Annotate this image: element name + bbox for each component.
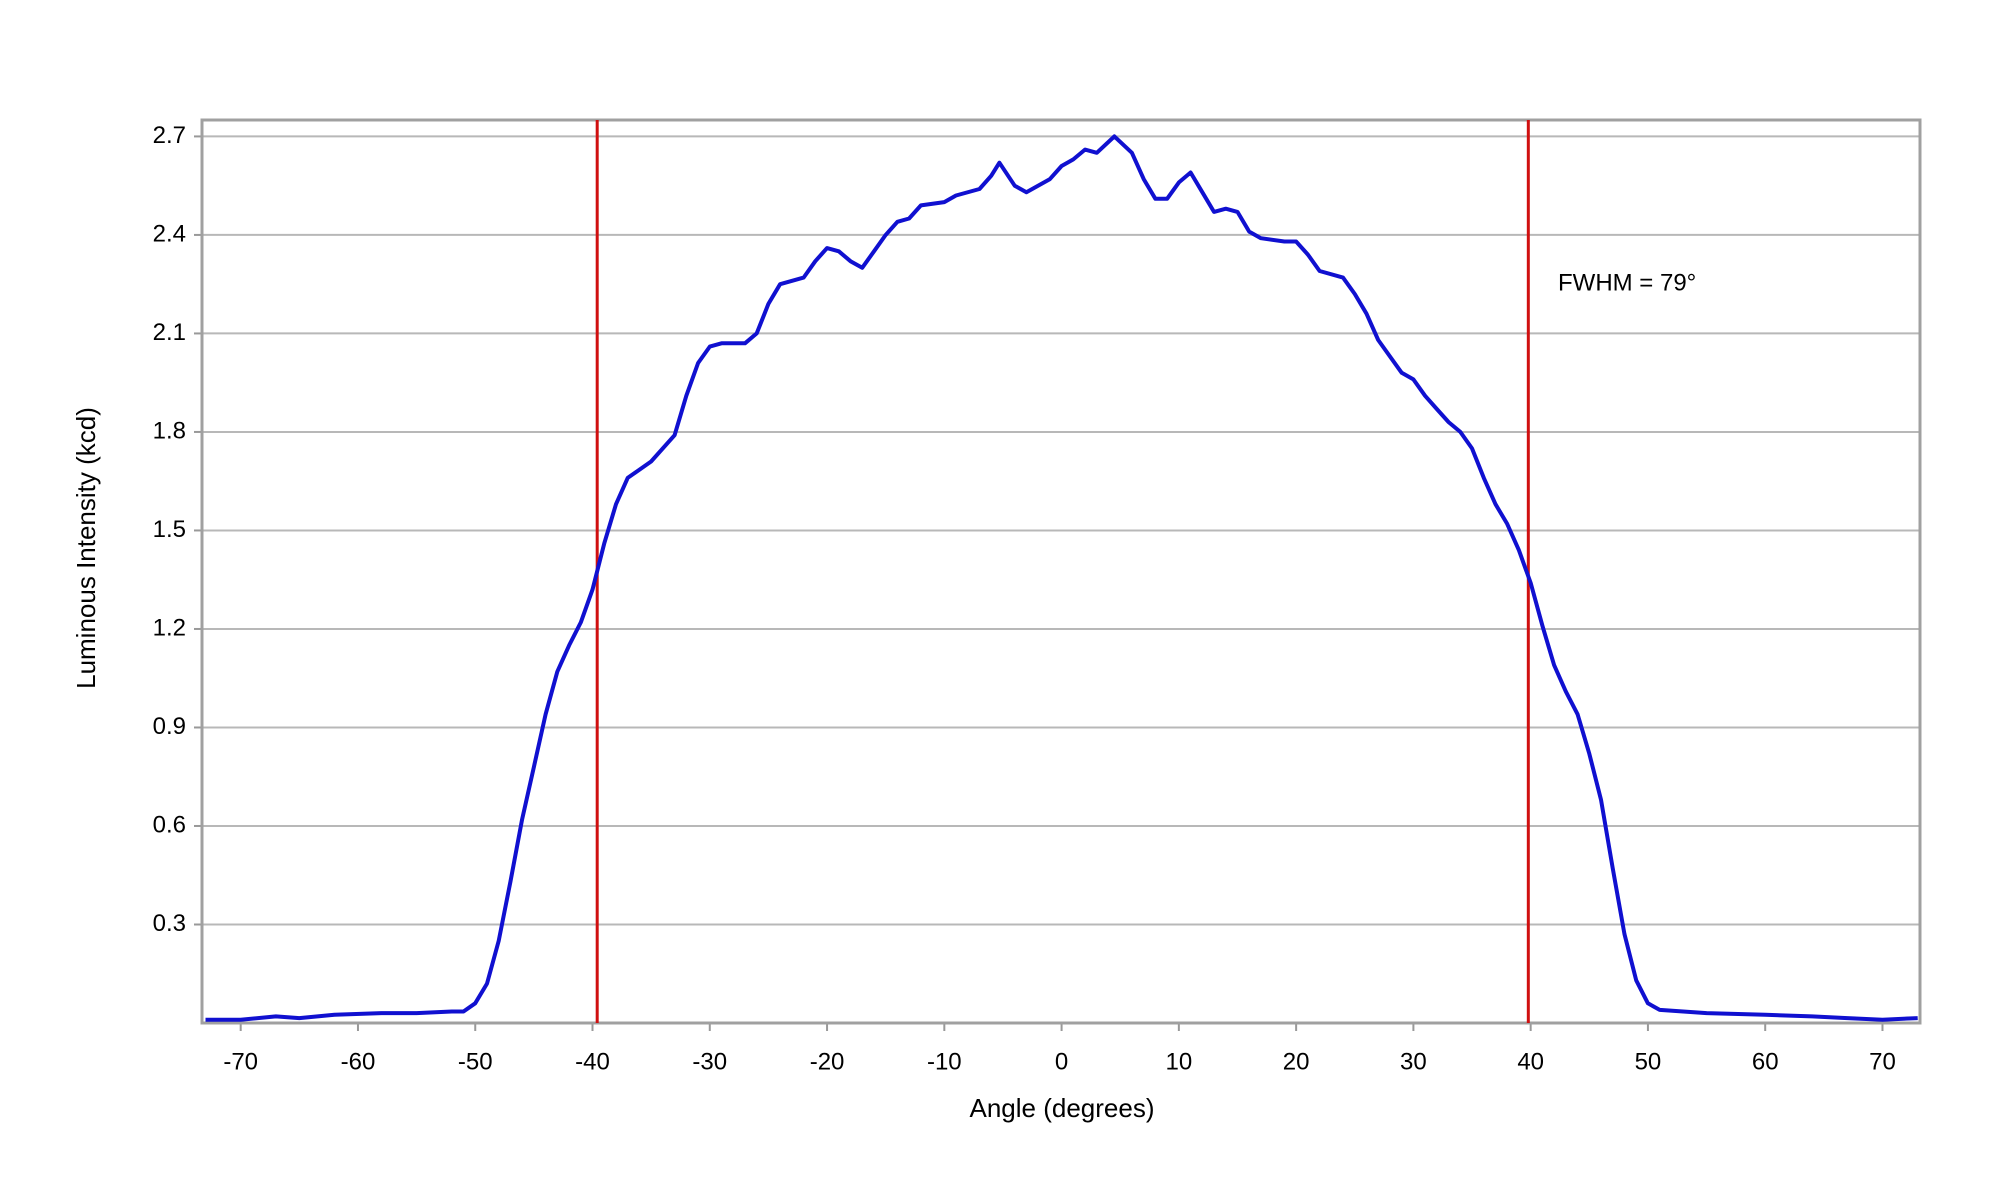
plot-frame [200, 118, 1922, 1025]
x-tick-label: 50 [1635, 1048, 1662, 1075]
y-tick-label: 2.7 [153, 122, 186, 149]
x-axis-title: Angle (degrees) [970, 1093, 1155, 1123]
x-tick-label: 30 [1400, 1048, 1427, 1075]
y-tick-label: 1.2 [153, 614, 186, 641]
x-tick-label: 10 [1166, 1048, 1193, 1075]
x-tick-label: -40 [575, 1048, 610, 1075]
y-tick-label: 0.9 [153, 713, 186, 740]
x-tick-label: -10 [927, 1048, 962, 1075]
y-tick-label: 1.8 [153, 417, 186, 444]
x-tick-label: -60 [341, 1048, 376, 1075]
x-tick-label: 60 [1752, 1048, 1779, 1075]
x-tick-label: -20 [810, 1048, 845, 1075]
y-tick-label: 0.6 [153, 811, 186, 838]
y-axis-title: Luminous Intensity (kcd) [71, 407, 101, 689]
y-tick-label: 2.1 [153, 319, 186, 346]
x-tick-label: -50 [458, 1048, 493, 1075]
x-tick-label: -30 [692, 1048, 727, 1075]
x-tick-label: 20 [1283, 1048, 1310, 1075]
y-tick-label: 0.3 [153, 910, 186, 937]
y-tick-label: 2.4 [153, 220, 186, 247]
x-tick-label: -70 [223, 1048, 258, 1075]
y-tick-label: 1.5 [153, 516, 186, 543]
annotation: FWHM = 79° [1558, 269, 1696, 296]
x-tick-label: 40 [1517, 1048, 1544, 1075]
x-tick-label: 70 [1869, 1048, 1896, 1075]
x-tick-label: 0 [1055, 1048, 1068, 1075]
data-line [205, 134, 1918, 1022]
